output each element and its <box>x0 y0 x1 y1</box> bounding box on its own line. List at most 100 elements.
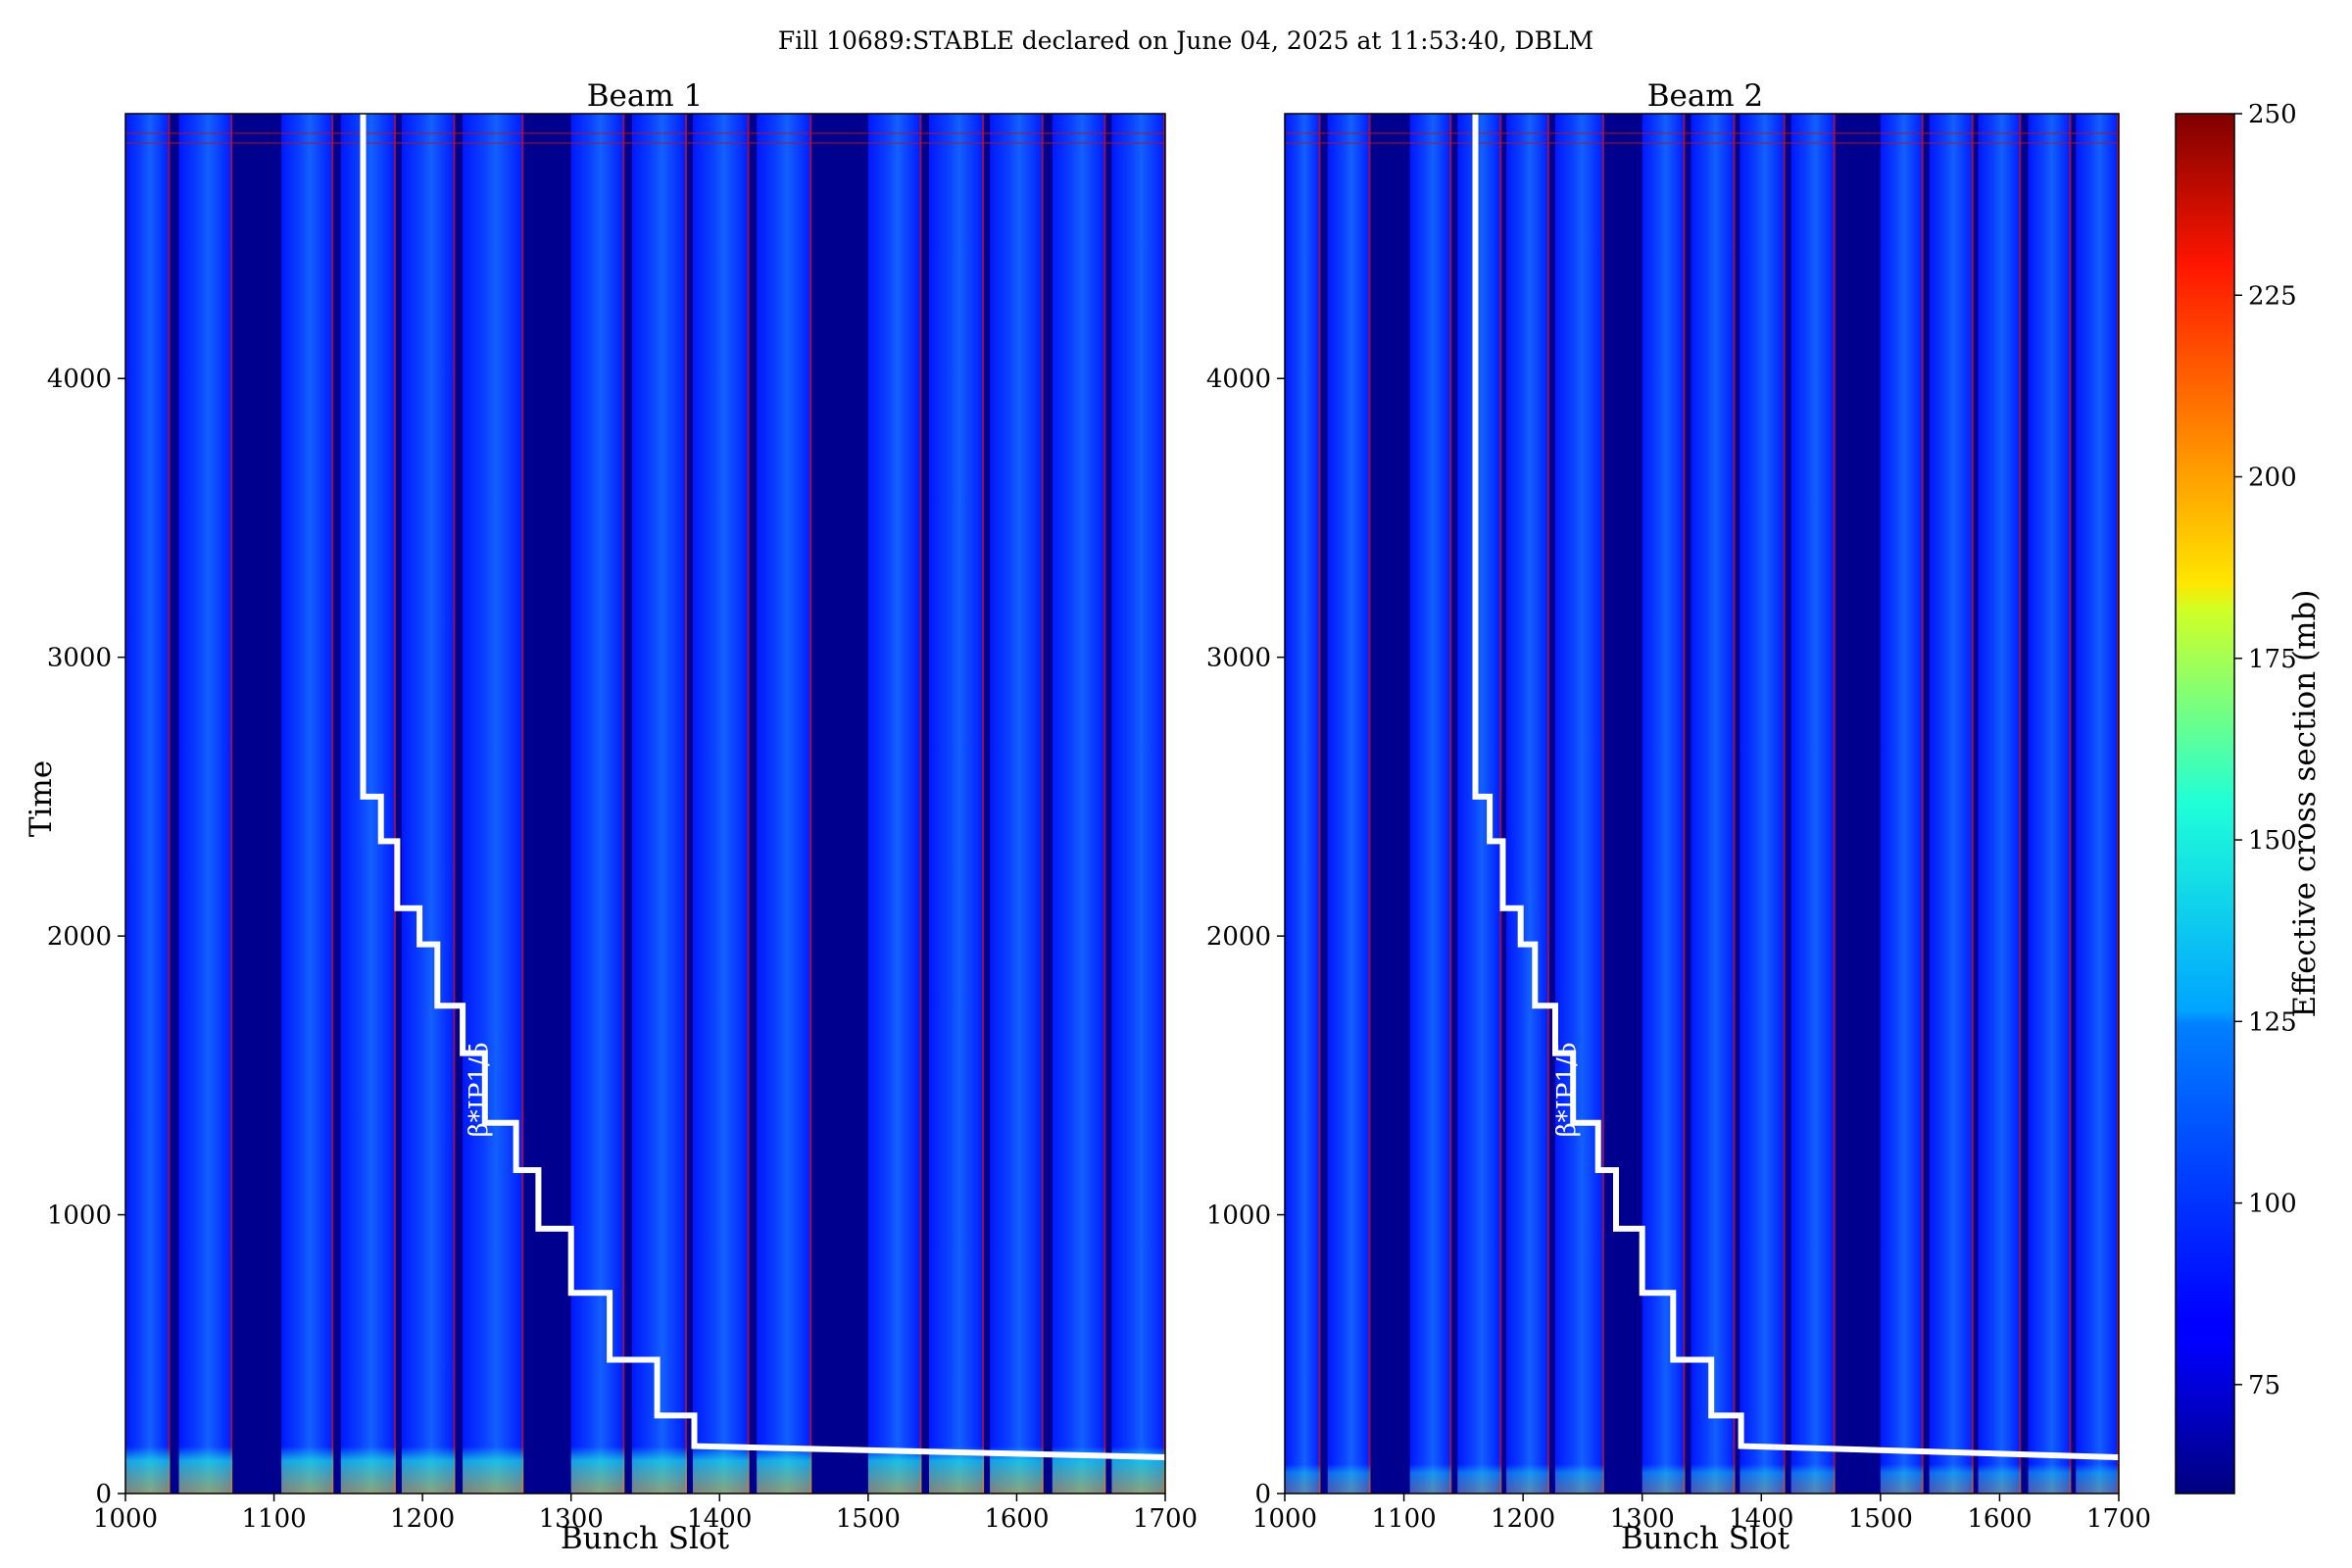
beam1-ytick-label: 2000 <box>47 922 112 952</box>
beam2-band <box>1409 114 1452 1494</box>
beam1-panel: Beam 1 β*IP1/5 Bunch Slot Time 1000 1100 1… <box>24 78 1198 1556</box>
colorbar-tick-label: 75 <box>2248 1371 2280 1400</box>
beam2-band-glow <box>1409 1464 1452 1494</box>
beam2-ytick-label: 4000 <box>1206 365 1271 394</box>
colorbar-tick-label: 225 <box>2248 281 2297 311</box>
beam1-band <box>570 114 625 1494</box>
beam1-band <box>990 114 1044 1494</box>
beam1-ytick-label: 4000 <box>47 365 112 394</box>
beam1-band <box>1111 114 1165 1494</box>
beam1-xtick-label: 1700 <box>1133 1504 1198 1534</box>
beam1-xtick-label: 1100 <box>241 1504 306 1534</box>
beam1-beta-step-line <box>360 114 1166 1460</box>
beam1-ylabel: Time <box>24 760 59 837</box>
colorbar-tick-label: 150 <box>2248 826 2297 856</box>
beam2-band <box>1327 114 1371 1494</box>
beam2-xtick-label: 1700 <box>2086 1504 2151 1534</box>
beam1-title: Beam 1 <box>587 78 704 114</box>
colorbar-ticks: 75 100 125 150 175 200 225 250 <box>2234 100 2297 1400</box>
beam2-xtick-label: 1100 <box>1371 1504 1436 1534</box>
beam1-band <box>631 114 687 1494</box>
beam1-band-glow <box>867 1446 922 1494</box>
beam1-band-glow <box>693 1446 750 1494</box>
beam2-ytick-label: 1000 <box>1206 1201 1271 1231</box>
beam1-xtick-label: 1500 <box>836 1504 901 1534</box>
beam2-band-glow <box>1690 1464 1736 1494</box>
beam1-band <box>1052 114 1106 1494</box>
colorbar-tick-label: 250 <box>2248 100 2297 129</box>
beam1-xtick-label: 1200 <box>390 1504 455 1534</box>
beam2-band-glow <box>1642 1464 1686 1494</box>
beam2-band-glow <box>1929 1464 1974 1494</box>
colorbar-label: Effective cross section (mb) <box>2287 590 2323 1018</box>
colorbar-tick-label: 100 <box>2248 1190 2297 1219</box>
beam2-beta-step-line <box>1472 114 2120 1460</box>
beam2-ytick-label: 3000 <box>1206 644 1271 673</box>
beam1-ytick-label: 0 <box>95 1480 112 1509</box>
beam1-band <box>125 114 171 1494</box>
beam1-band <box>757 114 812 1494</box>
figure-suptitle: Fill 10689:STABLE declared on June 04, 2… <box>778 26 1593 55</box>
beam1-band-glow <box>340 1446 396 1494</box>
beam1-xtick-label: 1000 <box>93 1504 158 1534</box>
beam2-ytick-label: 0 <box>1254 1480 1271 1509</box>
beam2-band-glow <box>2076 1464 2119 1494</box>
colorbar-tick-label: 125 <box>2248 1007 2297 1037</box>
colorbar-tick-label: 200 <box>2248 464 2297 493</box>
beam2-xtick-label: 1400 <box>1729 1504 1793 1534</box>
beam2-band <box>1880 114 1924 1494</box>
beam1-band-glow <box>178 1446 233 1494</box>
beam1-band <box>178 114 233 1494</box>
beam1-band <box>281 114 334 1494</box>
beam2-band-glow <box>1506 1464 1549 1494</box>
colorbar-gradient <box>2175 113 2235 1494</box>
beam2-ytick-label: 2000 <box>1206 922 1271 952</box>
beam2-band-glow <box>1740 1464 1786 1494</box>
beam1-heatmap: β*IP1/5 <box>124 113 1166 1494</box>
beam2-xtick-label: 1200 <box>1491 1504 1555 1534</box>
beam1-frame <box>124 113 1166 1494</box>
beam1-band <box>693 114 750 1494</box>
beam1-band-glow <box>401 1446 456 1494</box>
beam1-xtick-label: 1600 <box>984 1504 1049 1534</box>
beam2-band <box>1642 114 1686 1494</box>
beam1-band-glow <box>631 1446 687 1494</box>
beam1-xtick-label: 1400 <box>687 1504 752 1534</box>
beam2-band <box>1285 114 1321 1494</box>
colorbar: 75 100 125 150 175 200 225 250 Effective cross … <box>2175 100 2323 1494</box>
beam1-ytick-label: 1000 <box>47 1201 112 1231</box>
beam2-band-glow <box>1790 1464 1836 1494</box>
beam2-heatmap: β*IP1/5 <box>1284 113 2120 1494</box>
beam2-xtick-label: 1500 <box>1848 1504 1913 1534</box>
beam2-band-glow <box>1978 1464 2022 1494</box>
beam1-ytick-label: 3000 <box>47 644 112 673</box>
beam2-band <box>1790 114 1836 1494</box>
beam1-band <box>929 114 985 1494</box>
beam2-band <box>1929 114 1974 1494</box>
beam1-band-glow <box>570 1446 625 1494</box>
beam2-band-glow <box>1327 1464 1371 1494</box>
beam2-band-glow <box>1554 1464 1604 1494</box>
beam2-xlabel: Bunch Slot <box>1621 1521 1790 1556</box>
beam2-xtick-label: 1600 <box>1967 1504 2032 1534</box>
beam1-beta-annotation: β*IP1/5 <box>465 1042 494 1138</box>
beam2-band-glow <box>2028 1464 2072 1494</box>
beam2-band-glow <box>1457 1464 1502 1494</box>
beam2-frame <box>1284 113 2120 1494</box>
beam2-band-glow <box>1880 1464 1924 1494</box>
beam1-band <box>867 114 922 1494</box>
beam1-xtick-label: 1300 <box>539 1504 604 1534</box>
beam2-beta-annotation: β*IP1/5 <box>1552 1042 1582 1138</box>
beam2-band-glow <box>1285 1464 1321 1494</box>
beam2-xtick-label: 1000 <box>1252 1504 1317 1534</box>
beam2-title: Beam 2 <box>1647 78 1764 114</box>
beam1-band-glow <box>463 1446 524 1494</box>
beam2-band <box>1506 114 1549 1494</box>
beam2-band <box>1457 114 1502 1494</box>
beam2-band <box>1740 114 1786 1494</box>
beam1-band <box>463 114 524 1494</box>
beam2-panel: Beam 2 β*IP1/5 Bunch Slot 1000 1100 1200 13… <box>1206 78 2151 1556</box>
colorbar-tick-label: 175 <box>2248 645 2297 674</box>
beam2-band <box>1978 114 2022 1494</box>
